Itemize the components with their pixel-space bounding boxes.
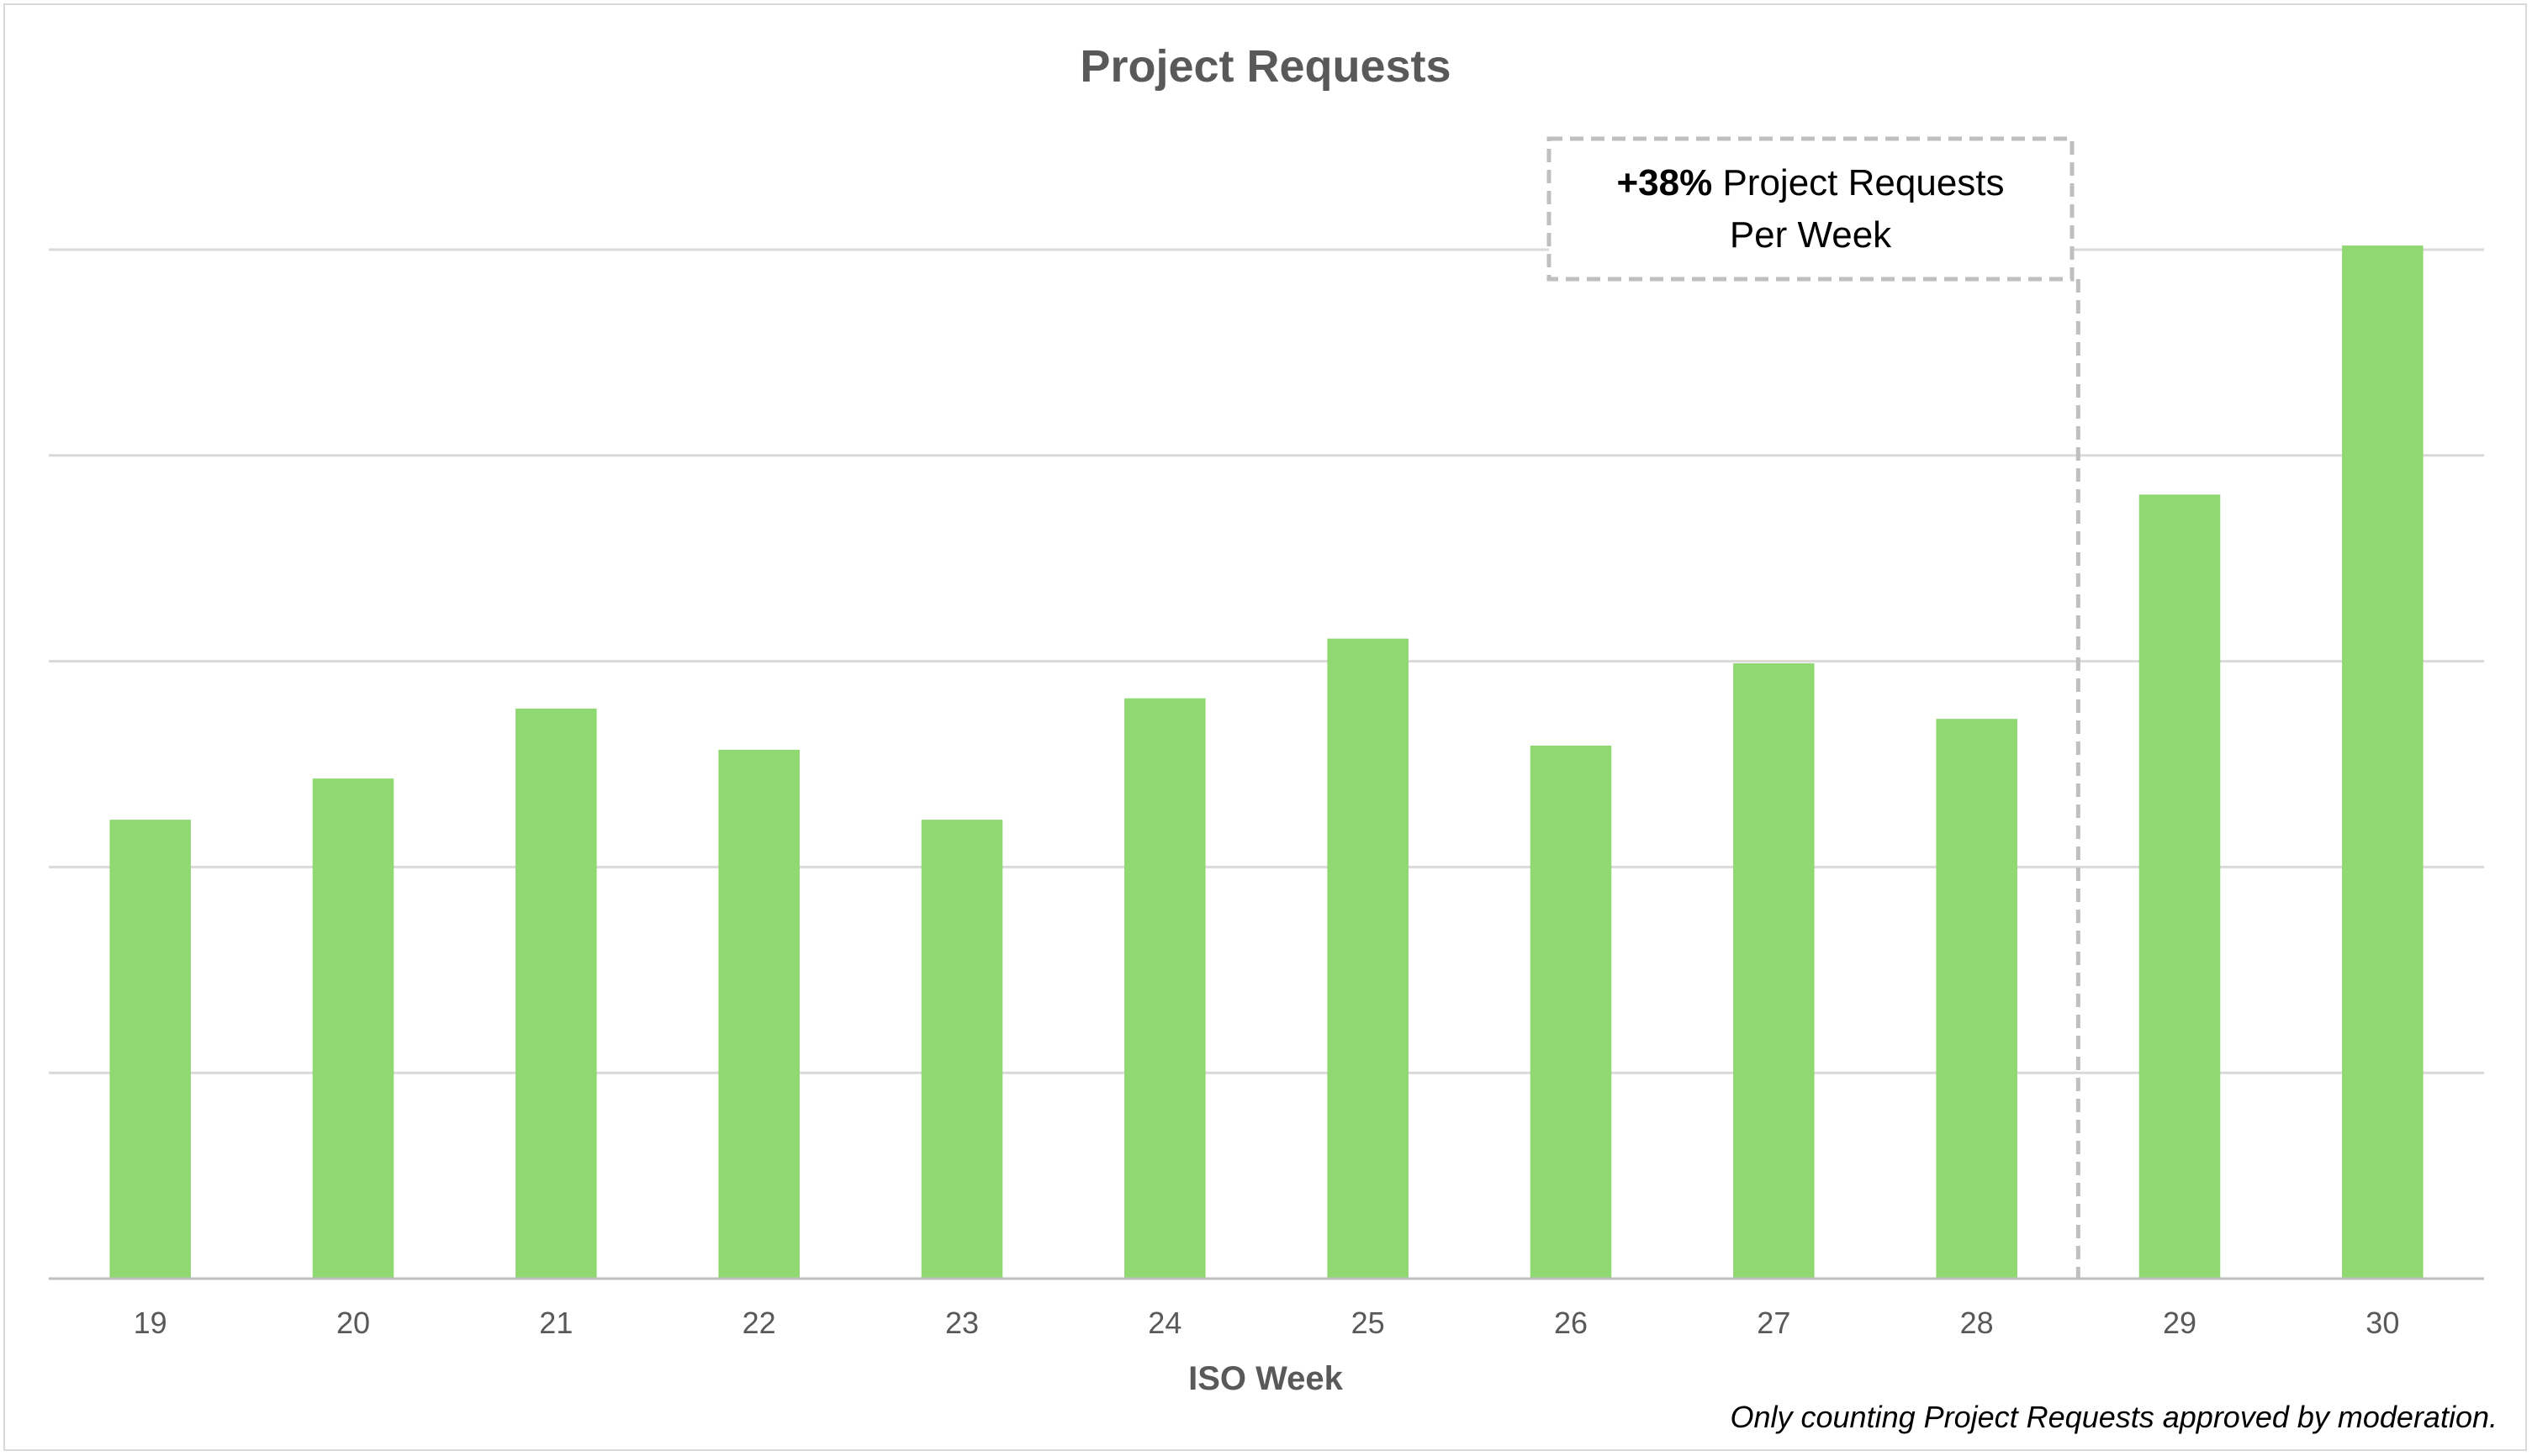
- bar-week-28: [1936, 719, 2017, 1279]
- x-tick-label: 29: [2163, 1306, 2196, 1340]
- bar-week-22: [718, 749, 800, 1279]
- bar-week-19: [109, 820, 191, 1279]
- x-tick-label: 30: [2365, 1306, 2399, 1340]
- x-axis-label: ISO Week: [1188, 1360, 1344, 1397]
- x-tick-label: 23: [945, 1306, 979, 1340]
- annotation-text-line1: Project Requests: [1712, 162, 2004, 203]
- gridlines: [49, 248, 2484, 1074]
- annotation-highlight: +38%: [1616, 162, 1712, 203]
- x-tick-label: 19: [134, 1306, 167, 1340]
- annotation-box: [1546, 136, 2075, 282]
- x-tick-label: 26: [1554, 1306, 1588, 1340]
- bar-week-25: [1327, 638, 1409, 1279]
- x-tick-labels: 19 20 21 22 23 24 25 26 27 28 29 30: [134, 1306, 2400, 1340]
- chart-frame: [3, 3, 2527, 1451]
- chart-title: Project Requests: [1080, 41, 1451, 92]
- annotation: +38% Project Requests Per Week: [1546, 136, 2080, 1279]
- bar-week-27: [1733, 663, 1815, 1279]
- bars: [109, 245, 2424, 1279]
- bar-week-20: [312, 778, 394, 1279]
- annotation-line2: Per Week: [1730, 214, 1892, 256]
- x-tick-label: 24: [1148, 1306, 1181, 1340]
- x-tick-label: 20: [336, 1306, 370, 1340]
- bar-week-23: [921, 820, 1003, 1279]
- bar-week-21: [515, 708, 597, 1279]
- bar-week-24: [1124, 698, 1206, 1279]
- x-tick-label: 25: [1351, 1306, 1385, 1340]
- footnote: Only counting Project Requests approved …: [1730, 1400, 2498, 1434]
- bar-week-26: [1530, 745, 1612, 1279]
- x-tick-label: 27: [1757, 1306, 1790, 1340]
- x-tick-label: 21: [539, 1306, 573, 1340]
- bar-week-30: [2342, 245, 2424, 1279]
- bar-week-29: [2138, 494, 2221, 1279]
- x-tick-label: 28: [1960, 1306, 1994, 1340]
- annotation-line1: +38% Project Requests: [1616, 162, 2004, 203]
- x-tick-label: 22: [743, 1306, 776, 1340]
